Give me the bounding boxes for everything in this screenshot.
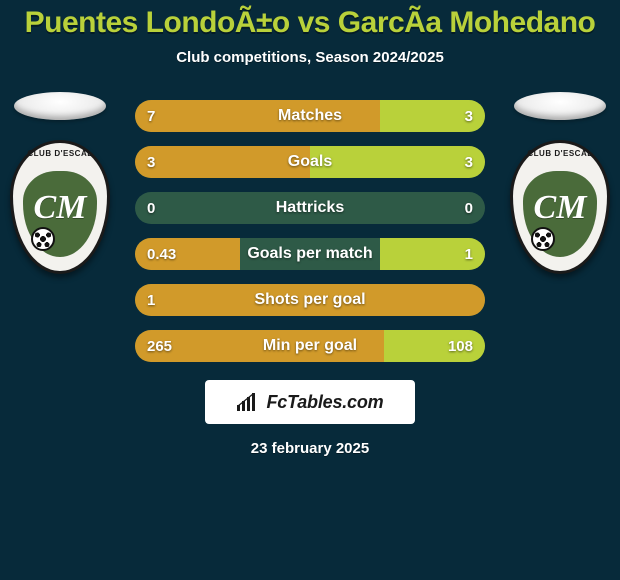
stat-row: 265108Min per goal <box>135 330 485 362</box>
stat-row: 1Shots per goal <box>135 284 485 316</box>
stat-fill-left <box>135 146 310 178</box>
stat-value-left: 1 <box>147 284 155 316</box>
soccer-ball-icon <box>531 227 555 251</box>
team-right-badge: CLUB D'ESCAL CM <box>510 140 610 274</box>
shield-icon: CLUB D'ESCAL CM <box>510 140 610 274</box>
brand-box: FcTables.com <box>205 380 415 424</box>
team-right-column: CLUB D'ESCAL CM <box>500 92 620 274</box>
stat-row: 33Goals <box>135 146 485 178</box>
stat-value-left: 265 <box>147 330 172 362</box>
stat-fill-left <box>135 284 485 316</box>
soccer-ball-icon <box>31 227 55 251</box>
brand-text: FcTables.com <box>267 392 384 413</box>
stats-bars: 73Matches33Goals00Hattricks0.431Goals pe… <box>135 100 485 362</box>
stat-fill-left <box>135 330 384 362</box>
stat-row: 73Matches <box>135 100 485 132</box>
signal-bars-icon <box>237 393 259 411</box>
page-title: Puentes LondoÃ±o vs GarcÃ­a Mohedano <box>0 6 620 39</box>
team-left-ellipse <box>14 92 106 120</box>
comparison-infographic: Puentes LondoÃ±o vs GarcÃ­a Mohedano Clu… <box>0 0 620 580</box>
stat-value-left: 3 <box>147 146 155 178</box>
date-line: 23 february 2025 <box>0 440 620 457</box>
stat-value-right: 3 <box>465 146 473 178</box>
stat-value-right: 108 <box>448 330 473 362</box>
badge-arc-text: CLUB D'ESCAL <box>513 149 607 158</box>
subtitle: Club competitions, Season 2024/2025 <box>0 49 620 66</box>
stat-value-right: 3 <box>465 100 473 132</box>
stat-label: Hattricks <box>135 192 485 224</box>
badge-monogram: CM <box>34 189 87 227</box>
stat-row: 0 0Hattricks <box>135 192 485 224</box>
shield-icon: CLUB D'ESCAL CM <box>10 140 110 274</box>
team-left-badge: CLUB D'ESCAL CM <box>10 140 110 274</box>
stat-value-left: 0 <box>147 192 155 224</box>
stat-fill-left <box>135 100 380 132</box>
stat-value-right: 1 <box>465 238 473 270</box>
stat-value-right: 0 <box>465 192 473 224</box>
badge-monogram: CM <box>534 189 587 227</box>
stat-row: 0.431Goals per match <box>135 238 485 270</box>
team-right-ellipse <box>514 92 606 120</box>
badge-arc-text: CLUB D'ESCAL <box>13 149 107 158</box>
team-left-column: CLUB D'ESCAL CM <box>0 92 120 274</box>
stat-value-left: 7 <box>147 100 155 132</box>
content-region: CLUB D'ESCAL CM 73Matches33Goals00Hattri… <box>0 92 620 362</box>
stat-value-left: 0.43 <box>147 238 176 270</box>
stat-fill-right <box>310 146 485 178</box>
